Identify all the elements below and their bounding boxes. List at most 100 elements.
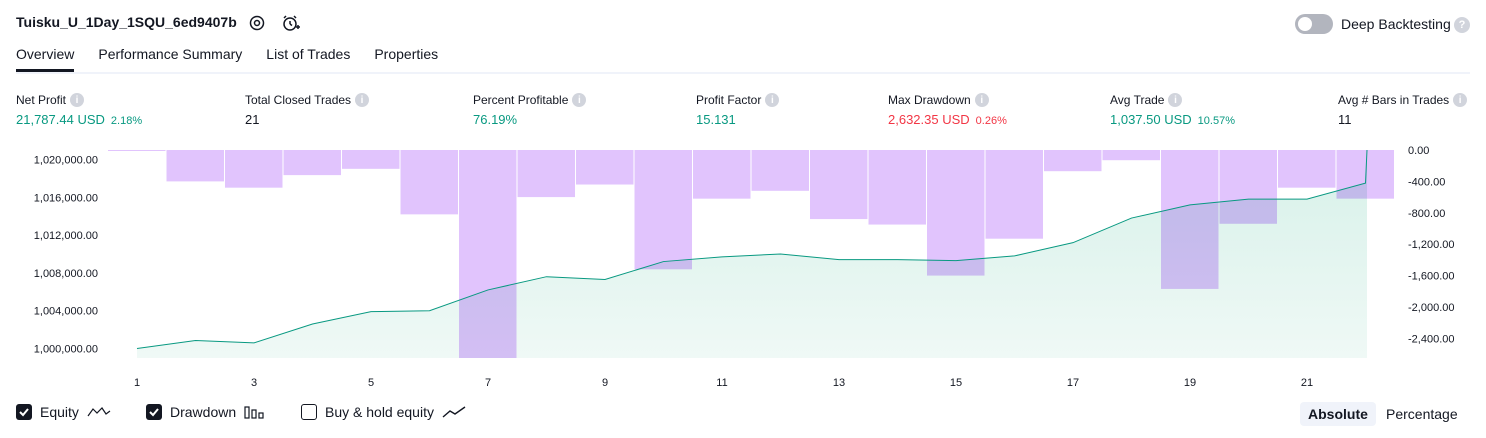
left-axis-tick: 1,004,000.00 bbox=[34, 306, 98, 318]
tab-overview[interactable]: Overview bbox=[16, 46, 75, 72]
left-axis-tick: 1,008,000.00 bbox=[34, 268, 98, 280]
x-axis-tick: 19 bbox=[1184, 377, 1196, 389]
add-alert-icon[interactable] bbox=[280, 12, 302, 34]
metric-value: 2,632.35 USD bbox=[888, 112, 970, 127]
left-axis-tick: 1,020,000.00 bbox=[34, 154, 98, 166]
right-axis-tick: -2,000.00 bbox=[1408, 302, 1454, 314]
percentage-mode-button[interactable]: Percentage bbox=[1386, 406, 1458, 422]
drawdown-bar bbox=[810, 150, 868, 220]
equity-line bbox=[136, 149, 1368, 350]
bars-icon bbox=[244, 406, 264, 419]
right-axis-tick: -800.00 bbox=[1408, 208, 1445, 220]
x-axis-tick: 5 bbox=[368, 377, 374, 389]
metric-value: 11 bbox=[1338, 112, 1352, 127]
drawdown-bar bbox=[576, 150, 634, 185]
drawdown-label: Drawdown bbox=[170, 404, 237, 420]
equity-label: Equity bbox=[40, 404, 79, 420]
metric-value: 21 bbox=[245, 112, 260, 127]
drawdown-bar bbox=[985, 150, 1043, 239]
metric-label: Profit Factor bbox=[696, 93, 762, 107]
metric-label: Avg # Bars in Trades bbox=[1338, 93, 1450, 107]
alarm-clock-icon-svg bbox=[283, 15, 300, 31]
x-axis-tick: 15 bbox=[950, 377, 962, 389]
help-icon[interactable]: ? bbox=[1454, 17, 1470, 33]
metric-value: 15.131 bbox=[696, 112, 736, 127]
settings-icon[interactable] bbox=[246, 12, 268, 34]
x-axis-tick: 17 bbox=[1067, 377, 1079, 389]
metric-label: Max Drawdown bbox=[888, 93, 971, 107]
tab-divider bbox=[16, 72, 1470, 74]
drawdown-bar bbox=[693, 150, 751, 199]
x-axis-tick: 7 bbox=[485, 377, 491, 389]
metric-value: 76.19% bbox=[473, 112, 518, 127]
metric-percent: 10.57% bbox=[1197, 115, 1235, 127]
legend-buy-hold[interactable]: Buy & hold equity bbox=[301, 404, 466, 420]
equity-line-icon bbox=[87, 407, 111, 417]
equity-checkbox[interactable] bbox=[16, 404, 32, 420]
toggle-knob bbox=[1298, 17, 1312, 31]
drawdown-bar bbox=[517, 150, 575, 198]
deep-backtesting-label: Deep Backtesting bbox=[1341, 16, 1451, 32]
equity-drawdown-chart[interactable]: 1,000,000.00 1,004,000.00 1,008,000.00 1,01… bbox=[0, 140, 1486, 395]
x-axis-tick: 11 bbox=[716, 377, 727, 389]
right-axis-tick: -1,600.00 bbox=[1408, 271, 1454, 283]
drawdown-bar bbox=[342, 150, 400, 169]
tab-performance-summary[interactable]: Performance Summary bbox=[98, 46, 243, 62]
absolute-mode-button[interactable]: Absolute bbox=[1300, 402, 1376, 426]
info-icon[interactable]: i bbox=[1168, 93, 1183, 107]
metric-label: Total Closed Trades bbox=[245, 93, 352, 107]
metric-avg-bars: Avg # Bars in Trades i 11 bbox=[1338, 93, 1468, 127]
left-axis-tick: 1,016,000.00 bbox=[34, 192, 98, 204]
x-axis-tick: 9 bbox=[602, 377, 608, 389]
deep-backtesting-toggle[interactable] bbox=[1295, 14, 1333, 34]
info-icon[interactable]: i bbox=[765, 93, 780, 107]
left-axis-tick: 1,012,000.00 bbox=[34, 230, 98, 242]
info-icon[interactable]: i bbox=[572, 93, 587, 107]
legend-drawdown[interactable]: Drawdown bbox=[146, 404, 266, 420]
equity-area bbox=[137, 150, 1367, 358]
right-axis-tick: -1,200.00 bbox=[1408, 239, 1454, 251]
tab-properties[interactable]: Properties bbox=[374, 46, 439, 62]
tab-bar: Overview Performance Summary List of Tra… bbox=[16, 46, 438, 72]
drawdown-bar bbox=[400, 150, 458, 215]
metric-percent: 0.26% bbox=[975, 115, 1007, 127]
metric-avg-trade: Avg Trade i 1,037.50 USD 10.57% bbox=[1110, 93, 1235, 127]
drawdown-bar bbox=[283, 150, 341, 176]
buy-hold-checkbox[interactable] bbox=[301, 404, 317, 420]
trend-line-icon bbox=[442, 406, 466, 418]
drawdown-bar bbox=[927, 150, 985, 276]
metric-percent: 2.18% bbox=[110, 115, 143, 127]
metric-profit-factor: Profit Factor i 15.131 bbox=[696, 93, 780, 127]
buy-hold-label: Buy & hold equity bbox=[325, 404, 434, 420]
drawdown-bar bbox=[1102, 150, 1160, 161]
info-icon[interactable]: i bbox=[974, 93, 989, 107]
x-axis-tick: 13 bbox=[833, 377, 845, 389]
drawdown-bar bbox=[1278, 150, 1336, 188]
info-icon[interactable]: i bbox=[1453, 93, 1468, 107]
drawdown-bar bbox=[751, 150, 809, 191]
metric-total-closed-trades: Total Closed Trades i 21 bbox=[245, 93, 370, 127]
drawdown-checkbox[interactable] bbox=[146, 404, 162, 420]
drawdown-bar bbox=[108, 150, 166, 151]
metric-value: 1,037.50 USD bbox=[1110, 112, 1192, 127]
metric-max-drawdown: Max Drawdown i 2,632.35 USD 0.26% bbox=[888, 93, 1007, 127]
x-axis-tick: 3 bbox=[251, 377, 257, 389]
drawdown-bar bbox=[225, 150, 283, 188]
right-axis-tick: -400.00 bbox=[1408, 176, 1445, 188]
metric-net-profit: Net Profit i 21,787.44 USD 2.18% bbox=[16, 93, 142, 127]
info-icon[interactable]: i bbox=[70, 93, 85, 107]
metric-value: 21,787.44 USD bbox=[16, 112, 105, 127]
tab-list-of-trades[interactable]: List of Trades bbox=[266, 46, 351, 62]
drawdown-bar bbox=[1044, 150, 1102, 172]
info-icon[interactable]: i bbox=[355, 93, 370, 107]
metric-percent-profitable: Percent Profitable i 76.19% bbox=[473, 93, 587, 127]
strategy-title: Tuisku_U_1Day_1SQU_6ed9407b bbox=[16, 14, 237, 30]
drawdown-bar bbox=[634, 150, 692, 270]
drawdown-bar bbox=[868, 150, 926, 225]
legend-equity[interactable]: Equity bbox=[16, 404, 111, 420]
x-axis-tick: 21 bbox=[1301, 377, 1313, 389]
metric-label: Avg Trade bbox=[1110, 93, 1165, 107]
metric-label: Percent Profitable bbox=[473, 93, 569, 107]
left-axis-tick: 1,000,000.00 bbox=[34, 344, 98, 356]
check-icon bbox=[19, 408, 29, 417]
